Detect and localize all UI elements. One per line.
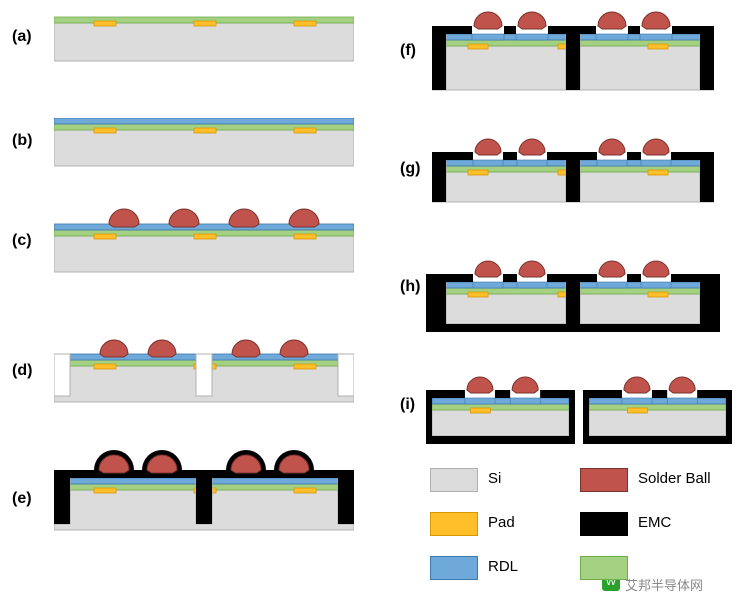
legend-swatch-green xyxy=(580,556,628,580)
watermark-text: 艾邦半导体网 xyxy=(625,575,703,594)
step-b-diagram xyxy=(54,118,354,168)
label-g: (g) xyxy=(400,160,420,178)
step-a-diagram xyxy=(54,15,354,63)
legend-label-pad: Pad xyxy=(488,514,515,531)
step-i-diagram xyxy=(426,370,737,446)
label-d: (d) xyxy=(12,362,32,380)
step-g-diagram xyxy=(432,136,714,204)
label-f: (f) xyxy=(400,42,416,60)
label-c: (c) xyxy=(12,232,32,250)
legend-swatch-emc xyxy=(580,512,628,536)
step-e-diagram xyxy=(54,448,354,532)
legend-label-rdl: RDL xyxy=(488,558,518,575)
step-f-diagram xyxy=(432,10,714,92)
label-a: (a) xyxy=(12,28,32,46)
step-d-diagram xyxy=(54,330,354,404)
step-c-diagram xyxy=(54,200,354,274)
label-b: (b) xyxy=(12,132,32,150)
legend-label-si: Si xyxy=(488,470,501,487)
legend-label-ball: Solder Ball xyxy=(638,470,711,487)
legend-swatch-pad xyxy=(430,512,478,536)
legend-swatch-si xyxy=(430,468,478,492)
legend-swatch-ball xyxy=(580,468,628,492)
legend-swatch-rdl xyxy=(430,556,478,580)
label-e: (e) xyxy=(12,490,32,508)
label-i: (i) xyxy=(400,396,415,414)
label-h: (h) xyxy=(400,278,420,296)
step-h-diagram xyxy=(426,250,720,334)
legend-label-emc: EMC xyxy=(638,514,671,531)
